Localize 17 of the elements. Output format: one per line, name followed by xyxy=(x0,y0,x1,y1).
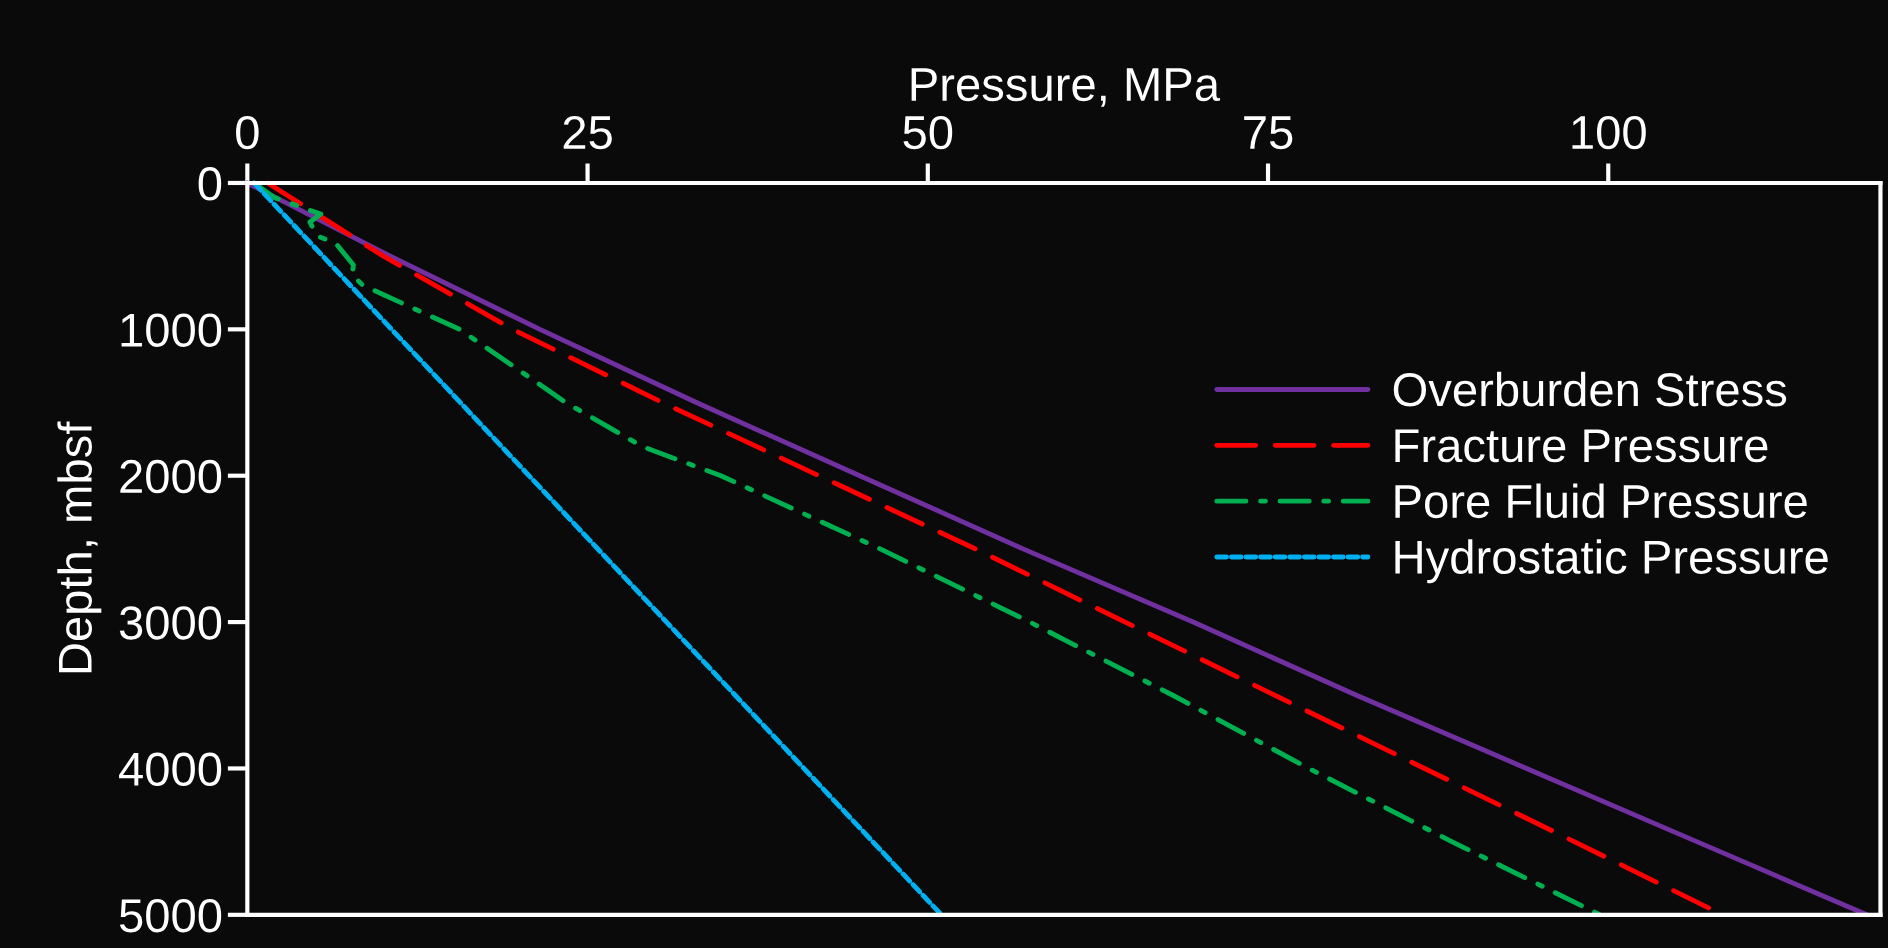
y-tick-label: 2000 xyxy=(120,459,222,494)
x-tick-label: 75 xyxy=(1244,116,1293,150)
y-tick-label: 4000 xyxy=(119,752,222,787)
y-tick-label: 1000 xyxy=(121,313,222,347)
x-tick-label: 50 xyxy=(903,115,953,150)
x-tick-label: 0 xyxy=(236,115,259,150)
y-tick-label: 5000 xyxy=(119,898,222,933)
y-axis-title: Depth, mbsf xyxy=(57,421,102,673)
y-tick-label: 0 xyxy=(198,167,222,201)
x-axis-title: Pressure, MPa xyxy=(911,68,1221,107)
x-tick-label: 100 xyxy=(1572,115,1646,150)
legend-label: Pore Fluid Pressure xyxy=(1395,483,1807,519)
legend-label: Overburden Stress xyxy=(1393,371,1787,407)
legend-label: Fracture Pressure xyxy=(1395,429,1768,463)
y-tick-label: 3000 xyxy=(119,606,222,640)
x-tick-label: 25 xyxy=(563,115,612,150)
legend-label: Hydrostatic Pressure xyxy=(1395,539,1828,584)
